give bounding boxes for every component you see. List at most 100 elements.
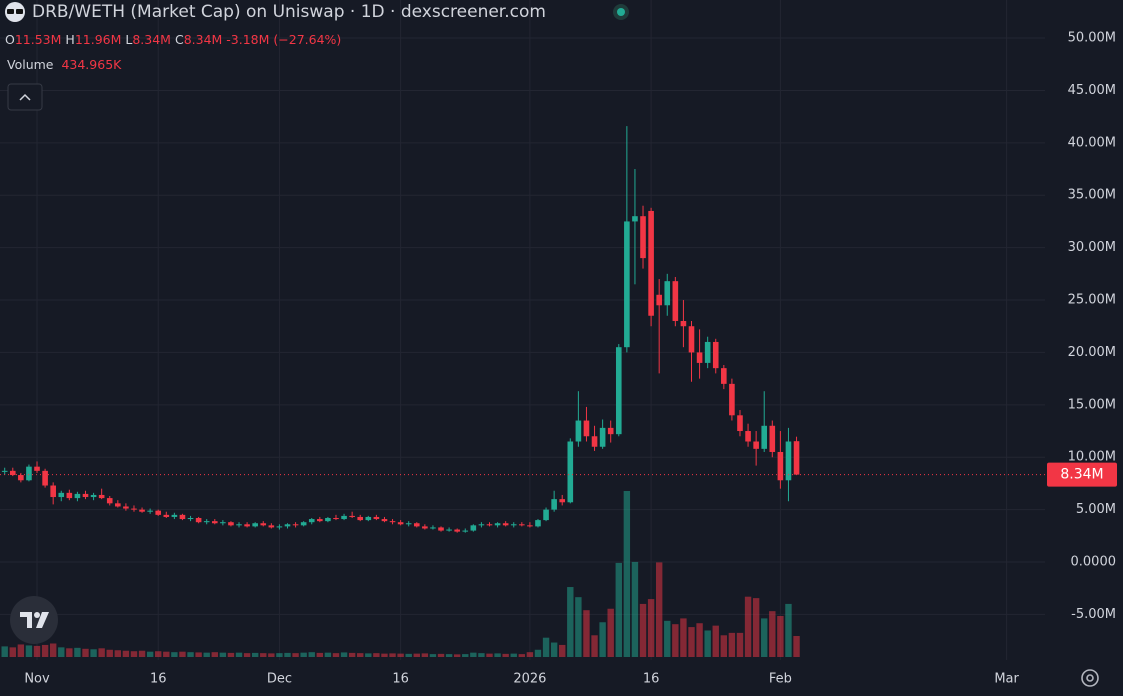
candle-body <box>648 210 654 316</box>
volume-bar <box>777 615 784 657</box>
candle-body <box>413 523 420 527</box>
candle-body <box>50 485 56 498</box>
volume-bar <box>502 653 509 657</box>
volume-bar <box>389 653 396 657</box>
candle-body <box>82 493 89 498</box>
y-tick-label: 40.00M <box>1068 135 1116 150</box>
candle-body <box>115 503 121 507</box>
candle-body <box>454 529 460 532</box>
candle-body <box>761 425 768 449</box>
candle-body <box>284 524 291 527</box>
candle-body <box>664 281 671 306</box>
volume-bar <box>704 630 711 657</box>
candle-body <box>494 523 501 526</box>
volume-bar <box>655 562 663 657</box>
candle-body <box>753 441 759 449</box>
volume-bar <box>33 645 41 657</box>
candle-body <box>624 221 630 348</box>
volume-bar <box>462 654 469 657</box>
candle-body <box>276 526 283 528</box>
y-tick-label: 45.00M <box>1068 83 1116 98</box>
candle-body <box>422 526 428 529</box>
volume-bar <box>357 653 364 657</box>
legend-key: C <box>174 32 184 47</box>
legend-value: 11.96M <box>74 32 122 47</box>
candle-body <box>211 521 218 524</box>
chart-title: DRB/WETH (Market Cap) on Uniswap · 1D · … <box>32 2 546 22</box>
candle-body <box>131 508 137 510</box>
volume-bar <box>211 652 218 657</box>
y-tick-label: 30.00M <box>1068 240 1116 255</box>
legend-value: 434.965K <box>61 57 122 72</box>
candle-body <box>236 524 242 526</box>
volume-bar <box>607 608 614 657</box>
candle-body <box>155 510 162 515</box>
volume-bar <box>672 624 679 657</box>
candle-body <box>615 347 622 435</box>
settings-button[interactable] <box>1081 669 1099 687</box>
candle-body <box>66 492 73 499</box>
candle-body <box>42 470 48 486</box>
x-tick-label: Feb <box>769 672 792 687</box>
volume-bar <box>219 652 227 657</box>
volume-bar <box>17 644 25 657</box>
legend-change-pct: (−27.64%) <box>273 32 342 47</box>
volume-bar <box>470 652 477 657</box>
volume-bar <box>292 653 299 657</box>
candle-body <box>535 520 541 527</box>
candle-body <box>34 466 40 471</box>
volume-bar <box>324 652 332 657</box>
volume-bar <box>688 627 695 657</box>
candle-body <box>171 514 178 517</box>
volume-bar <box>696 623 703 657</box>
volume-legend: Volume 434.965K <box>7 56 121 74</box>
volume-bar <box>122 650 130 657</box>
x-tick-label: Mar <box>994 672 1019 687</box>
candle-body <box>58 492 65 498</box>
axes: 50.00M 45.00M 40.00M 35.00M 30.00M 25.00M 20.0… <box>0 31 1117 687</box>
y-tick-label: 0.0000 <box>1071 555 1117 570</box>
candle-body <box>308 519 315 523</box>
candle-body <box>793 441 800 475</box>
volume-bar <box>74 647 81 657</box>
volume-bar <box>397 653 404 657</box>
volume-bar <box>381 653 388 657</box>
candle-body <box>1 470 8 472</box>
volume-bar <box>155 651 162 657</box>
collapse-button[interactable] <box>7 83 43 111</box>
volume-bar <box>235 652 243 657</box>
legend-key: O <box>5 32 15 47</box>
volume-bar <box>712 625 719 657</box>
x-tick-label: 2026 <box>513 672 546 687</box>
candle-body <box>268 525 275 528</box>
legend-value: 8.34M <box>183 32 223 47</box>
candle-body <box>373 516 380 520</box>
volume-bar <box>769 611 776 657</box>
volume-bar <box>728 632 736 657</box>
volume-bar <box>647 599 655 657</box>
x-tick-label: 16 <box>150 672 167 687</box>
candle-body <box>777 451 784 481</box>
volume-bar <box>453 654 461 657</box>
volume-bar <box>332 653 340 657</box>
legend-change: -3.18M <box>226 32 270 47</box>
candle-body <box>244 524 250 527</box>
candle-body <box>187 518 194 520</box>
volume-bar <box>243 653 251 657</box>
volume-bar <box>793 636 800 657</box>
volume-bar <box>445 654 453 657</box>
volume-bar <box>300 652 307 657</box>
x-tick-label: 16 <box>392 672 409 687</box>
legend-value: 11.53M <box>14 32 62 47</box>
legend-key: H <box>65 32 75 47</box>
candle-body <box>365 516 372 521</box>
candle-body <box>106 498 113 504</box>
volume-bar <box>494 653 501 657</box>
volume-bar <box>623 491 631 657</box>
y-tick-label: 20.00M <box>1068 345 1116 360</box>
candle-body <box>519 524 525 526</box>
volume-bar <box>631 561 639 657</box>
candle-body <box>680 320 687 327</box>
volume-bar <box>437 653 445 657</box>
